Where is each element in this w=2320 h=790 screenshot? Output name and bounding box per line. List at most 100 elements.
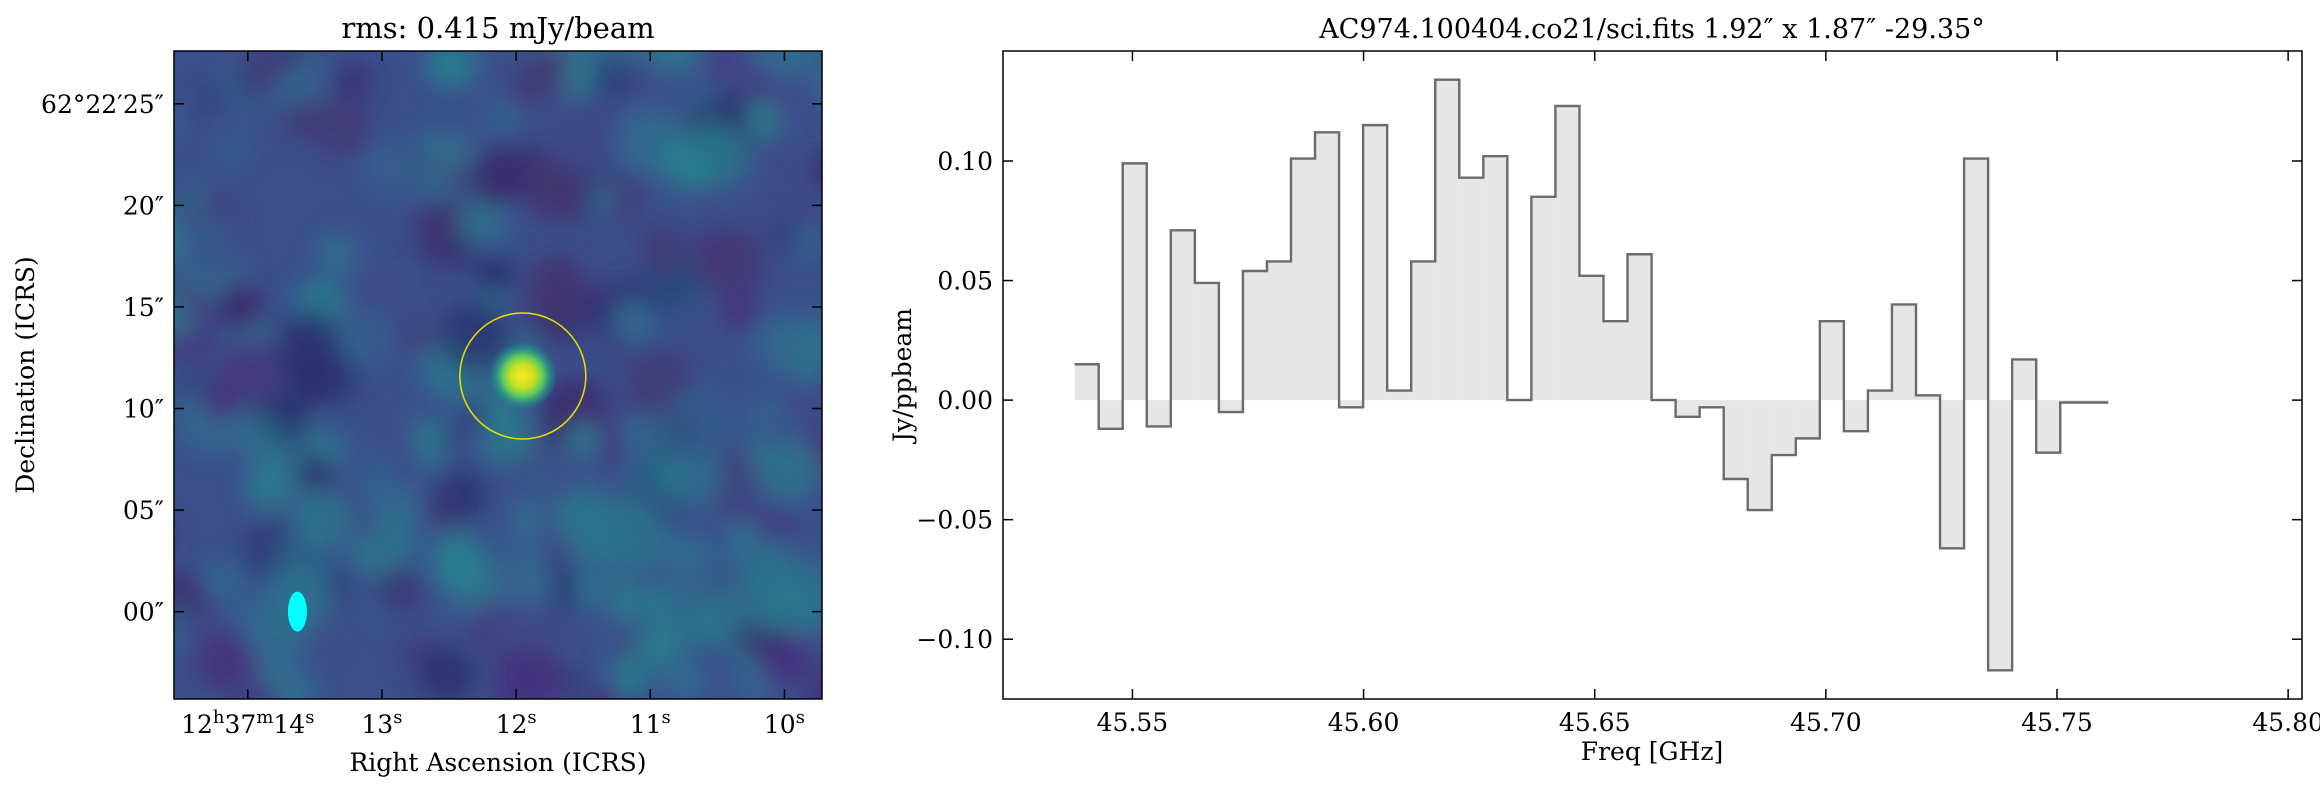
- spectrum-bar: [1964, 158, 1989, 401]
- spectrum-xtick-label: 45.80: [2252, 708, 2320, 737]
- spectrum-title: AC974.100404.co21/sci.fits 1.92″ x 1.87″…: [1318, 14, 1985, 45]
- noise-blob: [285, 99, 324, 138]
- noise-blob: [795, 66, 822, 96]
- spectrum-xtick-label: 45.70: [1790, 708, 1862, 737]
- image-xtick-label: 11s: [630, 707, 671, 740]
- noise-blob: [474, 255, 515, 296]
- noise-blob: [509, 560, 555, 607]
- noise-blob: [682, 593, 737, 649]
- noise-blob: [735, 671, 770, 699]
- spectrum-bar: [1266, 261, 1291, 401]
- spectrum-bar: [1363, 125, 1388, 401]
- noise-blob: [813, 155, 822, 185]
- spectrum-bars: [1074, 79, 2109, 671]
- image-frame: [173, 50, 823, 700]
- noise-blob: [311, 98, 372, 158]
- spectrum-bar: [1459, 177, 1484, 401]
- spectrum-bar: [1387, 390, 1412, 401]
- noise-blob: [745, 396, 784, 435]
- noise-blob: [617, 108, 684, 175]
- noise-blob: [441, 164, 465, 189]
- noise-blob: [660, 387, 732, 459]
- spectrum-bar: [1483, 156, 1508, 401]
- noise-blob: [481, 412, 535, 466]
- noise-blob: [377, 608, 399, 630]
- noise-blob: [174, 209, 188, 261]
- noise-blob: [721, 479, 743, 501]
- spectrum-ytick-label: −0.05: [916, 506, 993, 535]
- noise-blob: [565, 422, 601, 458]
- spectrum-bar: [1891, 304, 1916, 401]
- spectrum-xtick-label: 45.65: [1559, 708, 1631, 737]
- noise-blob: [756, 438, 821, 503]
- spectrum-bar: [1218, 400, 1243, 413]
- noise-blob: [708, 51, 741, 77]
- spectrum-ylabel: Jy/ppbeam: [888, 308, 917, 445]
- noise-blob: [497, 589, 565, 657]
- spectrum-bar: [1074, 364, 1099, 401]
- noise-blob: [426, 51, 477, 89]
- spectrum-bar: [1627, 254, 1652, 401]
- spectrum-bar: [1242, 270, 1267, 401]
- noise-blob: [785, 382, 822, 434]
- noise-blob: [281, 24, 303, 46]
- noise-blob: [428, 531, 488, 591]
- spectrum-bar: [2012, 359, 2037, 401]
- spectrum-bar: [1555, 106, 1580, 401]
- spectrum-bar: [1843, 400, 1868, 432]
- spectrum-bar: [1675, 400, 1700, 417]
- noise-blob: [524, 256, 591, 324]
- noise-blob: [216, 283, 263, 330]
- image-xtick-label: 12h37m14s: [181, 707, 314, 740]
- noise-blob: [587, 182, 621, 216]
- noise-blob: [402, 320, 437, 356]
- noise-blob: [180, 184, 209, 214]
- noise-blob: [694, 226, 767, 299]
- noise-blob: [334, 309, 391, 366]
- noise-blob: [807, 661, 822, 699]
- image-ytick-label: 20″: [123, 191, 164, 220]
- noise-blob: [511, 443, 578, 511]
- spectrum-ticks: 45.55 45.60 45.65 45.70 45.75 45.80 0.10 0.05 0.…: [916, 51, 2320, 737]
- image-map: [174, 24, 822, 699]
- noise-blob: [649, 460, 683, 495]
- noise-blob: [507, 89, 530, 111]
- image-xlabel: Right Ascension (ICRS): [349, 748, 646, 777]
- spectrum-bar: [2036, 400, 2061, 453]
- noise-blob: [482, 103, 506, 127]
- noise-blob: [598, 674, 621, 697]
- noise-blob: [607, 582, 644, 620]
- image-ytick-label: 00″: [123, 598, 164, 627]
- noise-blob: [685, 25, 711, 51]
- noise-blob: [756, 134, 788, 166]
- noise-blob: [374, 503, 420, 550]
- spectrum-bar: [1170, 230, 1195, 401]
- image-xtick-label: 13s: [361, 707, 402, 740]
- beam-ellipse: [287, 591, 307, 632]
- source-aperture-circle: [459, 312, 587, 440]
- noise-blob: [375, 565, 422, 613]
- noise-blob: [673, 548, 730, 604]
- noise-blob: [203, 640, 249, 687]
- noise-blob: [199, 88, 222, 111]
- noise-blobs: [174, 24, 822, 699]
- image-ytick-label: 15″: [123, 293, 164, 322]
- noise-blob: [458, 197, 506, 245]
- noise-blob: [635, 618, 686, 670]
- spectrum-bar: [1411, 261, 1436, 401]
- spectrum-bar: [1435, 79, 1460, 401]
- spectrum-bar: [1146, 400, 1171, 427]
- spectrum-ytick-label: −0.10: [916, 625, 993, 654]
- spectrum-bar: [1194, 282, 1219, 401]
- noise-blob: [411, 417, 453, 459]
- image-xtick-label: 12s: [496, 707, 537, 740]
- noise-blob: [434, 468, 487, 521]
- noise-blob: [611, 298, 656, 343]
- noise-blob: [235, 413, 289, 467]
- image-ytick-label: 62°22′25″: [41, 90, 164, 119]
- spectrum-bar: [1098, 400, 1123, 429]
- noise-blob: [500, 51, 546, 66]
- spectrum-bar: [1339, 400, 1364, 408]
- noise-blob: [638, 224, 687, 272]
- noise-blob: [512, 51, 573, 97]
